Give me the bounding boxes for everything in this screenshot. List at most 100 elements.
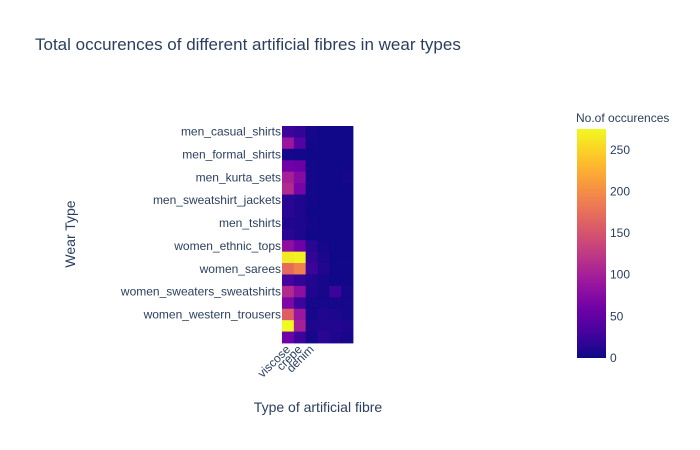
heatmap-cell xyxy=(329,194,342,207)
heatmap-cell xyxy=(341,205,354,218)
heatmap-cell xyxy=(317,126,330,138)
heatmap-cell xyxy=(305,217,318,230)
heatmap-cell xyxy=(341,160,354,173)
y-axis-title: Wear Type xyxy=(62,200,78,267)
heatmap-cell xyxy=(329,320,342,332)
heatmap-cell xyxy=(341,308,354,321)
heatmap-cell xyxy=(317,160,330,173)
heatmap-cell xyxy=(293,308,307,321)
heatmap-cell xyxy=(317,263,330,275)
heatmap-cell xyxy=(317,297,330,310)
heatmap-cell xyxy=(282,251,295,264)
heatmap-cell xyxy=(293,263,307,275)
heatmap-cell xyxy=(305,228,318,241)
heatmap-cell xyxy=(293,240,307,253)
heatmap-cell xyxy=(341,263,354,275)
heatmap-cell xyxy=(329,308,342,321)
heatmap-cell xyxy=(317,217,330,230)
heatmap-cell xyxy=(305,171,318,184)
heatmap-cell xyxy=(341,320,354,332)
heatmap-cell xyxy=(282,205,295,218)
y-tick-label: women_sweaters_sweatshirts xyxy=(120,285,281,299)
heatmap-cell xyxy=(293,331,307,344)
heatmap-cell xyxy=(341,183,354,195)
heatmap-cell xyxy=(341,240,354,253)
heatmap-cell xyxy=(282,183,295,195)
heatmap-cell xyxy=(341,171,354,184)
heatmap-cell xyxy=(329,171,342,184)
heatmap-cell xyxy=(293,297,307,310)
heatmap-cell xyxy=(282,171,295,184)
heatmap-cell xyxy=(341,126,354,138)
heatmap-cell xyxy=(293,217,307,230)
heatmap-cell xyxy=(305,240,318,253)
heatmap-cell xyxy=(305,285,318,298)
heatmap-cell xyxy=(305,194,318,207)
heatmap-cell xyxy=(282,228,295,241)
colorbar-tick-label: 100 xyxy=(610,268,630,282)
heatmap-cell xyxy=(305,126,318,138)
y-tick-labels: men_casual_shirts men_formal_shirts men_ku… xyxy=(120,125,281,322)
heatmap-cell xyxy=(293,205,307,218)
y-tick-label: women_ethnic_tops xyxy=(173,239,281,253)
heatmap-cell xyxy=(317,228,330,241)
heatmap-cell xyxy=(329,148,342,161)
colorbar-tick-label: 50 xyxy=(610,309,624,323)
heatmap-cell xyxy=(329,263,342,275)
heatmap-cell xyxy=(329,205,342,218)
heatmap-cell xyxy=(329,251,342,264)
heatmap-cell xyxy=(341,217,354,230)
heatmap-cell xyxy=(317,285,330,298)
heatmap-cells xyxy=(282,126,354,344)
heatmap-cell xyxy=(329,331,342,344)
heatmap-cell xyxy=(305,205,318,218)
colorbar-tick-label: 0 xyxy=(610,351,617,365)
heatmap-cell xyxy=(293,148,307,161)
heatmap-cell xyxy=(282,240,295,253)
heatmap-cell xyxy=(282,263,295,275)
heatmap-cell xyxy=(329,160,342,173)
y-tick-label: women_sarees xyxy=(199,262,281,276)
heatmap-cell xyxy=(293,285,307,298)
heatmap-cell xyxy=(282,148,295,161)
heatmap-cell xyxy=(282,331,295,344)
y-tick-label: men_sweatshirt_jackets xyxy=(153,193,281,207)
heatmap-cell xyxy=(282,297,295,310)
heatmap-cell xyxy=(305,251,318,264)
y-tick-label: men_formal_shirts xyxy=(182,148,281,162)
colorbar xyxy=(577,129,606,358)
heatmap-cell xyxy=(293,228,307,241)
heatmap-cell xyxy=(293,171,307,184)
heatmap-cell xyxy=(305,320,318,332)
heatmap-cell xyxy=(329,240,342,253)
heatmap-cell xyxy=(282,137,295,150)
heatmap-cell xyxy=(305,160,318,173)
heatmap-cell xyxy=(317,240,330,253)
heatmap-cell xyxy=(329,285,342,298)
heatmap-cell xyxy=(317,183,330,195)
heatmap-cell xyxy=(305,263,318,275)
heatmap-cell xyxy=(282,308,295,321)
heatmap-cell xyxy=(293,194,307,207)
colorbar-title: No.of occurences xyxy=(576,111,669,125)
heatmap-cell xyxy=(293,137,307,150)
heatmap-cell xyxy=(329,217,342,230)
y-tick-label: men_kurta_sets xyxy=(196,170,281,184)
heatmap-cell xyxy=(317,171,330,184)
heatmap-cell xyxy=(282,217,295,230)
colorbar-tick-label: 250 xyxy=(610,143,630,157)
heatmap-cell xyxy=(329,297,342,310)
heatmap-cell xyxy=(293,251,307,264)
y-tick-label: women_western_trousers xyxy=(143,307,281,321)
heatmap-cell xyxy=(305,331,318,344)
heatmap-cell xyxy=(317,331,330,344)
heatmap-cell xyxy=(317,205,330,218)
y-tick-label: men_tshirts xyxy=(219,216,281,230)
heatmap-cell xyxy=(329,183,342,195)
heatmap-cell xyxy=(282,320,295,332)
heatmap-cell xyxy=(317,308,330,321)
heatmap-cell xyxy=(305,274,318,287)
chart-title: Total occurences of different artificial… xyxy=(35,35,461,54)
